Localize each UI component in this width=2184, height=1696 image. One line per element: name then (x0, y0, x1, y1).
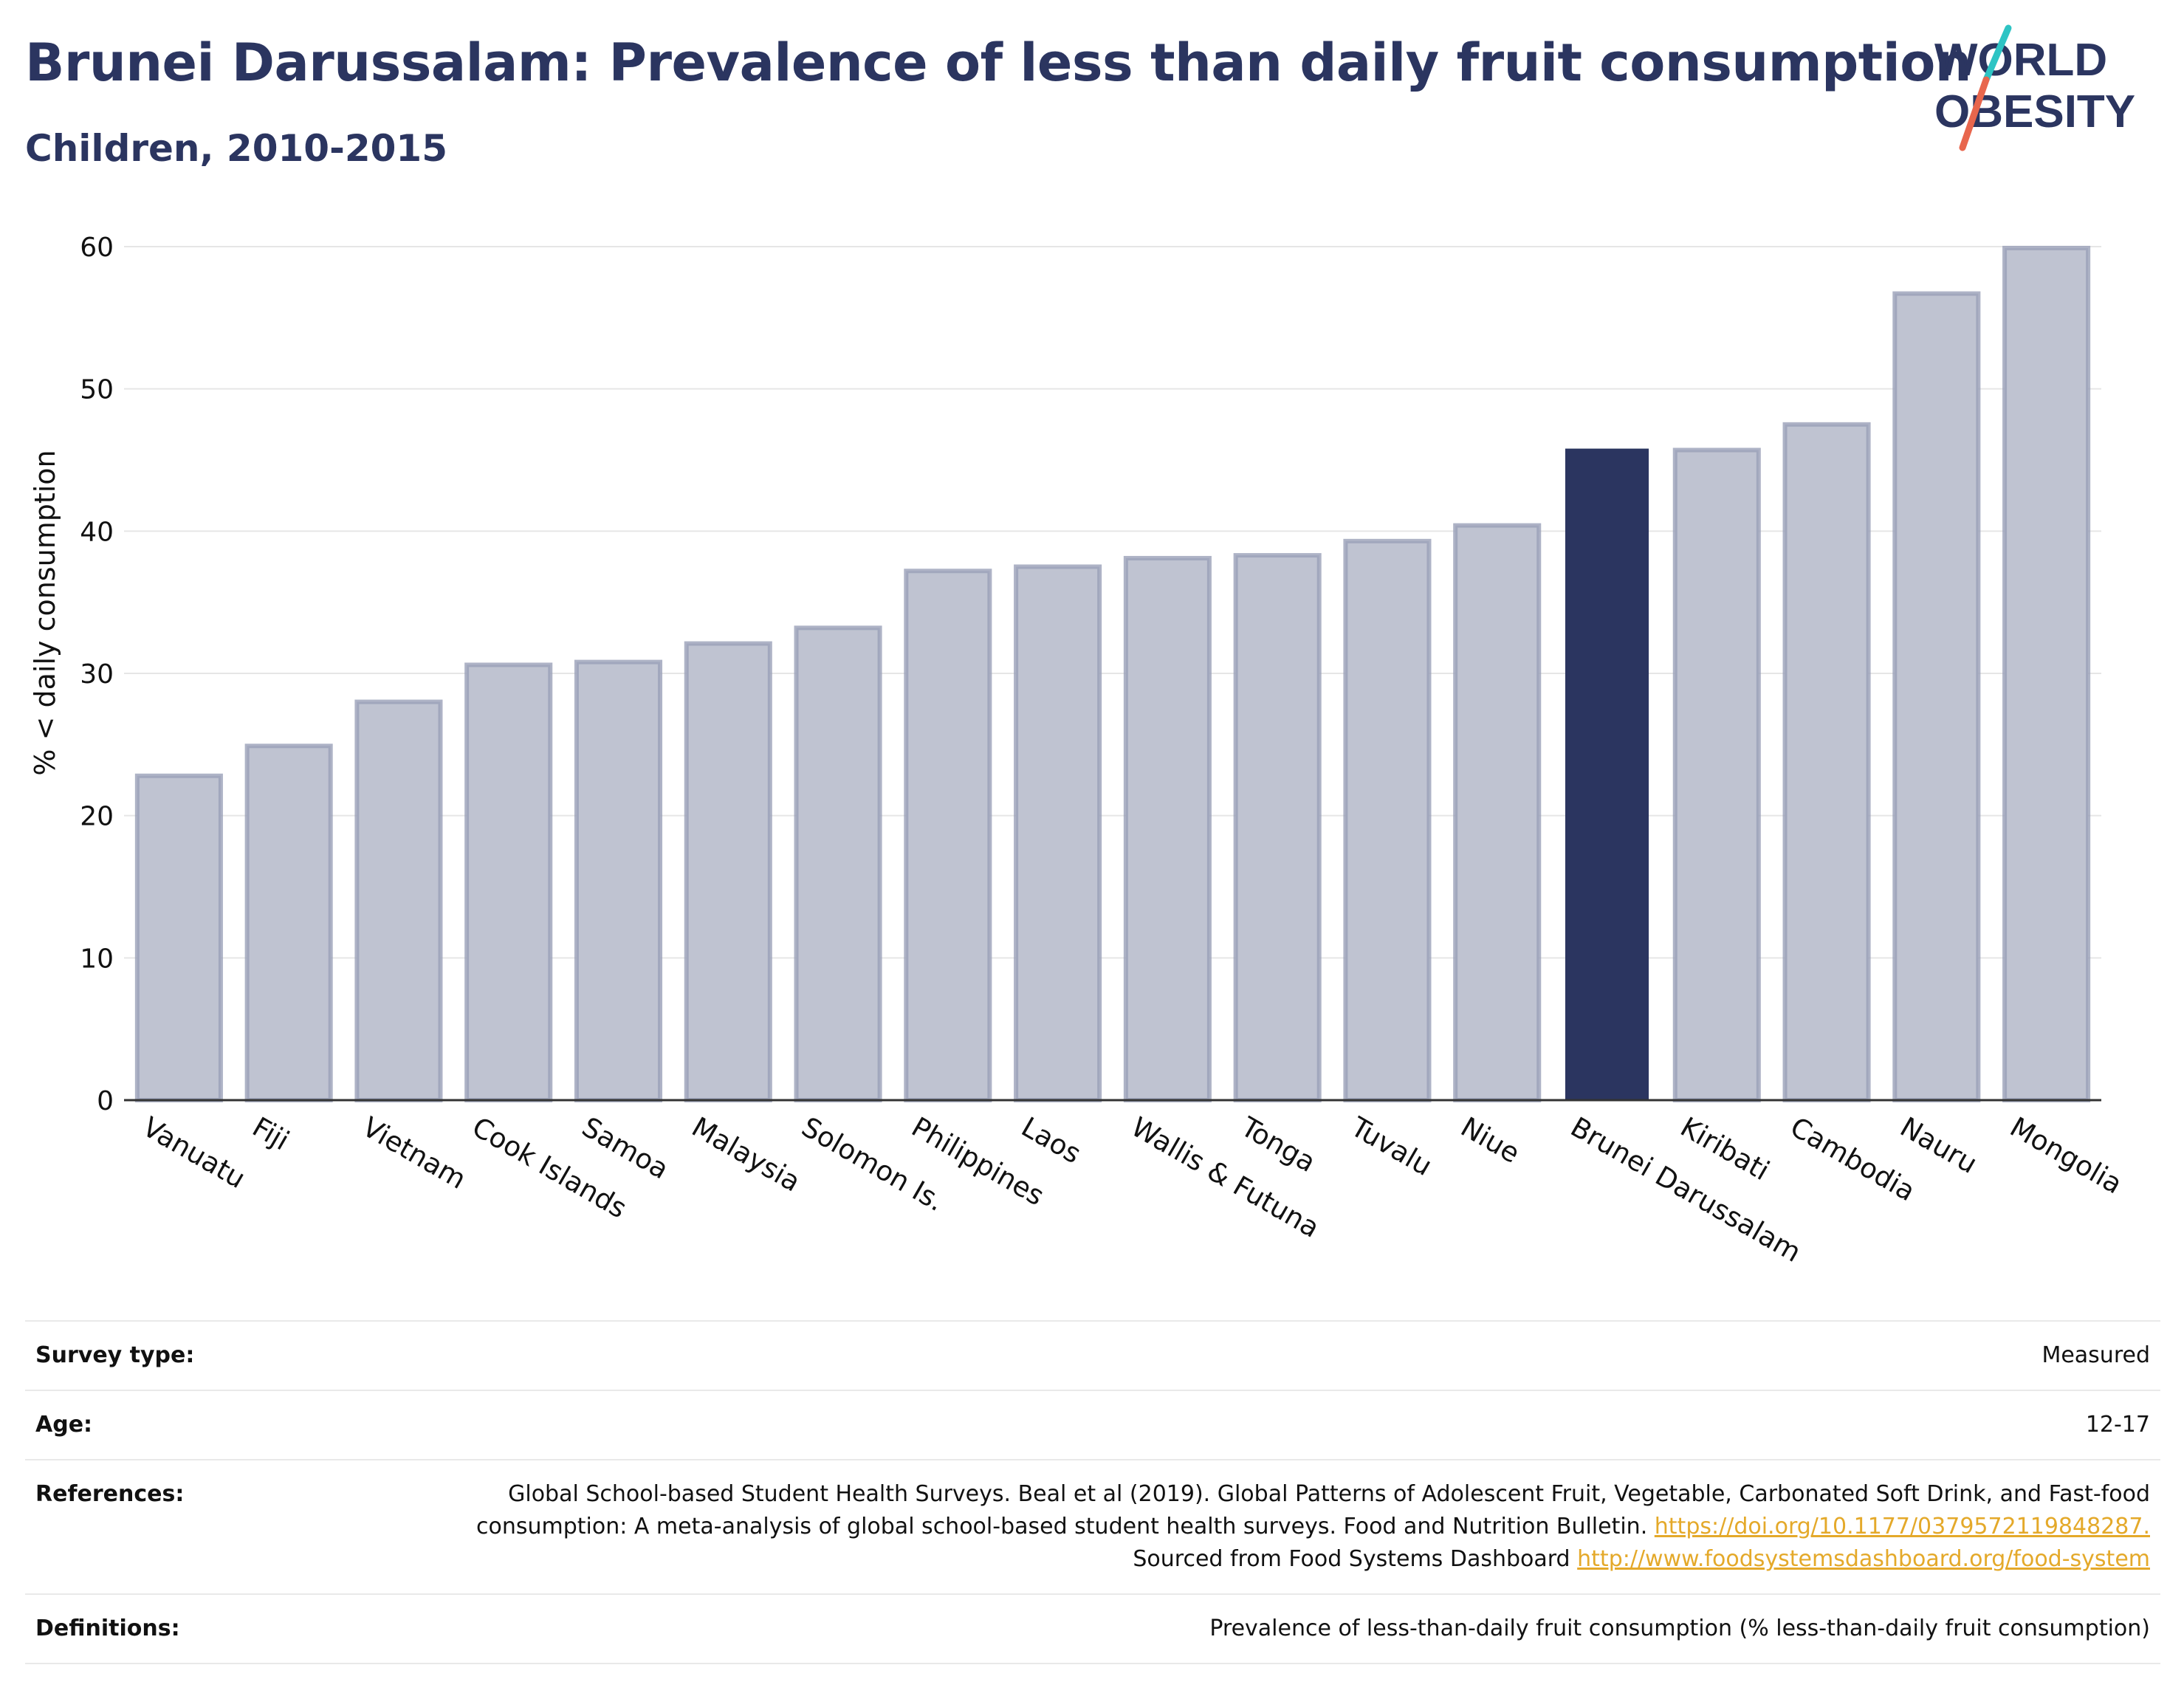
survey-type-value: Measured (459, 1320, 2160, 1391)
bar-vietnam (354, 699, 443, 1102)
references-dashboard-link[interactable]: http://www.foodsystemsdashboard.org/food… (1577, 1546, 2150, 1572)
y-tick-label: 20 (80, 802, 114, 832)
bar-wallis-futuna (1123, 555, 1212, 1102)
bar-cook-islands (464, 662, 553, 1102)
bars (134, 245, 2091, 1103)
bar-philippines (904, 569, 992, 1102)
x-tick-label: Malaysia (687, 1111, 806, 1198)
bar-solomon-is- (794, 625, 882, 1102)
bar-laos (1014, 564, 1102, 1102)
references-text-2: Sourced from Food Systems Dashboard (1133, 1546, 1570, 1572)
meta-row-references: References: Global School-based Student … (25, 1459, 2160, 1595)
x-tick-label: Vietnam (357, 1111, 471, 1195)
y-tick-label: 30 (80, 659, 114, 690)
y-tick-label: 10 (80, 944, 114, 974)
x-tick-label: Fiji (247, 1111, 295, 1157)
x-tick-label: Nauru (1895, 1111, 1982, 1180)
x-tick-label: Niue (1455, 1111, 1525, 1170)
x-tick-label: Wallis & Futuna (1126, 1111, 1325, 1244)
bar-kiribati (1672, 447, 1761, 1102)
meta-row-survey-type: Survey type: Measured (25, 1320, 2160, 1391)
chart-subtitle: Children, 2010-2015 (25, 127, 447, 170)
gridlines (124, 246, 2101, 959)
bar-cambodia (1782, 422, 1871, 1102)
bar-mongolia (2002, 245, 2091, 1103)
bar-tuvalu (1343, 538, 1432, 1102)
bar-nauru (1892, 291, 1981, 1103)
metadata-table: Survey type: Measured Age: 12-17 Referen… (25, 1320, 2160, 1664)
references-text-1: Global School-based Student Health Surve… (475, 1481, 2150, 1539)
logo-slash-coral (1959, 76, 1990, 151)
references-label: References: (25, 1459, 459, 1595)
y-tick-label: 0 (97, 1086, 114, 1116)
bar-niue (1453, 523, 1542, 1102)
definitions-value: Prevalence of less-than-daily fruit cons… (459, 1593, 2160, 1664)
logo-line-1: WORLD (1934, 35, 2107, 86)
meta-row-age: Age: 12-17 (25, 1390, 2160, 1460)
definitions-label: Definitions: (25, 1593, 459, 1664)
x-tick-label: Tuvalu (1345, 1110, 1438, 1182)
x-tick-label: Cambodia (1785, 1111, 1921, 1208)
age-value: 12-17 (459, 1390, 2160, 1460)
x-tick-label: Vanuatu (137, 1111, 251, 1195)
age-label: Age: (25, 1390, 459, 1460)
references-value: Global School-based Student Health Surve… (459, 1459, 2160, 1595)
bar-vanuatu (134, 773, 223, 1102)
chart-title: Brunei Darussalam: Prevalence of less th… (25, 32, 1972, 93)
x-tick-label: Laos (1016, 1111, 1086, 1170)
y-tick-label: 40 (80, 517, 114, 547)
x-tick-label: Tonga (1235, 1110, 1321, 1178)
bar-fiji (244, 744, 333, 1102)
y-tick-label: 60 (80, 233, 114, 263)
meta-row-definitions: Definitions: Prevalence of less-than-dai… (25, 1593, 2160, 1664)
world-obesity-logo: WORLD OBESITY (1934, 24, 2135, 151)
bar-malaysia (684, 641, 772, 1102)
y-axis-title: % < daily consumption (29, 450, 61, 775)
x-tick-label: Mongolia (2005, 1111, 2127, 1201)
bar-tonga (1233, 553, 1322, 1102)
y-tick-label: 50 (80, 375, 114, 405)
bar-samoa (574, 659, 663, 1102)
bar-brunei-darussalam (1565, 448, 1649, 1100)
logo-slash-teal (1982, 24, 2012, 83)
survey-type-label: Survey type: (25, 1320, 459, 1391)
references-doi-link[interactable]: https://doi.org/10.1177/0379572119848287… (1654, 1514, 2150, 1539)
